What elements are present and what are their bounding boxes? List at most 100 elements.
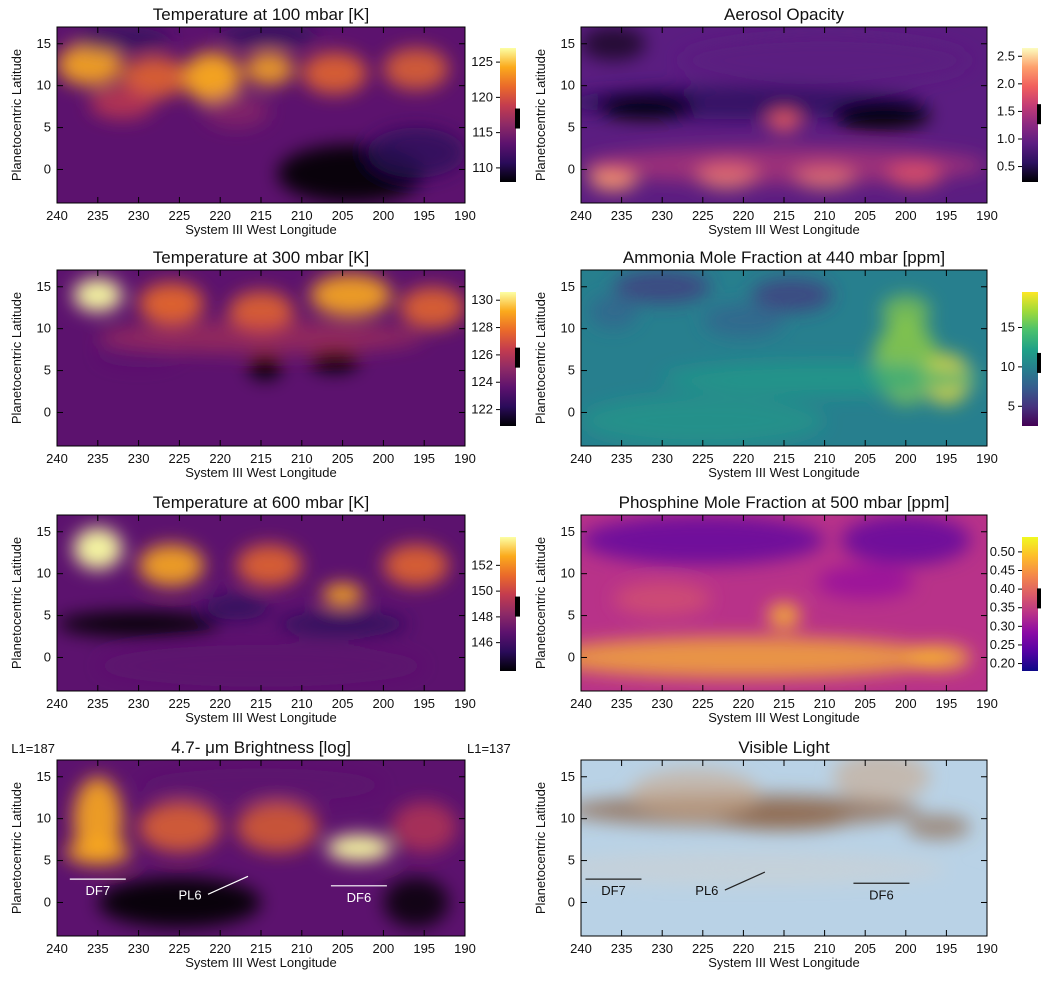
x-tick-label: 215 bbox=[773, 941, 795, 956]
heatmap-feature bbox=[383, 544, 449, 587]
x-tick-label: 225 bbox=[169, 208, 191, 223]
heatmap-feature bbox=[73, 776, 123, 861]
x-tick-label: 230 bbox=[651, 451, 673, 466]
colorbar-tick-label: 0.35 bbox=[990, 600, 1015, 615]
annotation-label: PL6 bbox=[695, 883, 718, 898]
x-tick-label: 200 bbox=[373, 696, 395, 711]
heatmap-feature bbox=[73, 27, 172, 53]
x-tick-label: 235 bbox=[611, 941, 633, 956]
x-axis-label: System III West Longitude bbox=[708, 710, 860, 725]
x-tick-label: 220 bbox=[733, 941, 755, 956]
colorbar-tick-label: 130 bbox=[471, 292, 493, 307]
heatmap-feature bbox=[97, 320, 425, 354]
x-tick-label: 230 bbox=[128, 451, 150, 466]
panel-6: Phosphine Mole Fraction at 500 mbar [ppm… bbox=[533, 493, 1041, 725]
x-tick-label: 225 bbox=[692, 208, 714, 223]
x-tick-label: 240 bbox=[46, 451, 68, 466]
colorbar-tick-label: 0.30 bbox=[990, 618, 1015, 633]
y-tick-label: 0 bbox=[568, 894, 575, 909]
y-tick-label: 5 bbox=[44, 120, 51, 135]
x-tick-label: 190 bbox=[976, 208, 998, 223]
x-tick-label: 230 bbox=[651, 941, 673, 956]
heatmap-feature bbox=[581, 852, 947, 886]
y-tick-label: 15 bbox=[37, 36, 51, 51]
colorbar-marker bbox=[515, 108, 520, 129]
heatmap-feature bbox=[832, 99, 931, 131]
heatmap-2 bbox=[581, 27, 987, 203]
heatmap-1 bbox=[57, 27, 465, 203]
heatmap-feature bbox=[589, 295, 638, 329]
heatmap-feature bbox=[97, 877, 262, 928]
x-tick-label: 190 bbox=[454, 941, 476, 956]
heatmap-feature bbox=[581, 515, 825, 566]
heatmap-feature bbox=[138, 544, 204, 587]
x-tick-label: 200 bbox=[373, 941, 395, 956]
x-tick-label: 215 bbox=[250, 696, 272, 711]
x-tick-label: 195 bbox=[413, 941, 435, 956]
colorbar-tick-label: 150 bbox=[471, 583, 493, 598]
y-axis-label: Planetocentric Latitude bbox=[533, 49, 548, 181]
heatmap-feature bbox=[220, 27, 319, 48]
x-tick-label: 190 bbox=[976, 696, 998, 711]
x-tick-label: 225 bbox=[692, 451, 714, 466]
x-tick-label: 210 bbox=[291, 696, 313, 711]
x-tick-label: 240 bbox=[46, 208, 68, 223]
colorbar-tick-label: 115 bbox=[472, 125, 493, 140]
y-tick-label: 15 bbox=[561, 524, 575, 539]
x-tick-label: 220 bbox=[209, 208, 231, 223]
heatmap-feature bbox=[678, 35, 971, 86]
colorbar-tick-label: 0.45 bbox=[990, 563, 1015, 578]
x-tick-label: 210 bbox=[291, 208, 313, 223]
y-tick-label: 10 bbox=[37, 811, 51, 826]
heatmap-feature bbox=[236, 801, 319, 853]
x-tick-label: 225 bbox=[169, 941, 191, 956]
annotation-label: DF6 bbox=[869, 887, 894, 902]
x-tick-label: 230 bbox=[128, 696, 150, 711]
y-tick-label: 15 bbox=[561, 36, 575, 51]
heatmap-feature bbox=[367, 127, 465, 178]
heatmap-feature bbox=[391, 801, 457, 853]
x-tick-label: 190 bbox=[976, 941, 998, 956]
heatmap-feature bbox=[767, 110, 801, 131]
x-tick-label: 240 bbox=[570, 451, 592, 466]
annotation-df6: DF6 bbox=[853, 882, 910, 902]
x-tick-label: 205 bbox=[854, 696, 876, 711]
heatmap-feature bbox=[57, 611, 221, 637]
heatmap-feature bbox=[89, 85, 155, 120]
x-tick-label: 220 bbox=[209, 941, 231, 956]
x-axis-label: System III West Longitude bbox=[708, 955, 860, 970]
colorbar: 0.20 0.25 0.30 0.35 0.40 0.45 0.50 bbox=[990, 537, 1041, 671]
heatmap-feature bbox=[73, 278, 123, 312]
colorbar-gradient bbox=[500, 48, 516, 182]
y-tick-label: 15 bbox=[37, 524, 51, 539]
x-tick-label: 240 bbox=[46, 941, 68, 956]
y-tick-label: 10 bbox=[37, 321, 51, 336]
colorbar-gradient bbox=[1022, 292, 1038, 426]
x-tick-label: 205 bbox=[854, 451, 876, 466]
x-tick-label: 225 bbox=[169, 696, 191, 711]
panel-title: Temperature at 300 mbar [K] bbox=[153, 248, 369, 267]
x-tick-label: 205 bbox=[332, 208, 354, 223]
x-tick-label: 215 bbox=[250, 941, 272, 956]
panel-title: Phosphine Mole Fraction at 500 mbar [ppm… bbox=[619, 493, 950, 512]
annotation-pointer bbox=[724, 871, 766, 891]
x-tick-label: 225 bbox=[692, 696, 714, 711]
heatmap-7 bbox=[57, 760, 465, 936]
x-tick-label: 210 bbox=[291, 451, 313, 466]
heatmap-feature bbox=[122, 56, 188, 99]
heatmap-feature bbox=[905, 644, 971, 671]
heatmap-feature bbox=[65, 839, 131, 865]
x-tick-label: 220 bbox=[733, 208, 755, 223]
y-tick-label: 10 bbox=[37, 566, 51, 581]
x-tick-label: 190 bbox=[976, 451, 998, 466]
colorbar-tick-label: 120 bbox=[471, 89, 493, 104]
x-tick-label: 220 bbox=[733, 451, 755, 466]
heatmap-feature bbox=[905, 814, 971, 840]
colorbar-tick-label: 110 bbox=[472, 160, 493, 175]
heatmap-feature bbox=[97, 644, 425, 687]
heatmap-feature bbox=[383, 877, 449, 928]
x-tick-label: 215 bbox=[773, 696, 795, 711]
heatmap-feature bbox=[816, 565, 914, 599]
x-tick-label: 195 bbox=[936, 451, 958, 466]
